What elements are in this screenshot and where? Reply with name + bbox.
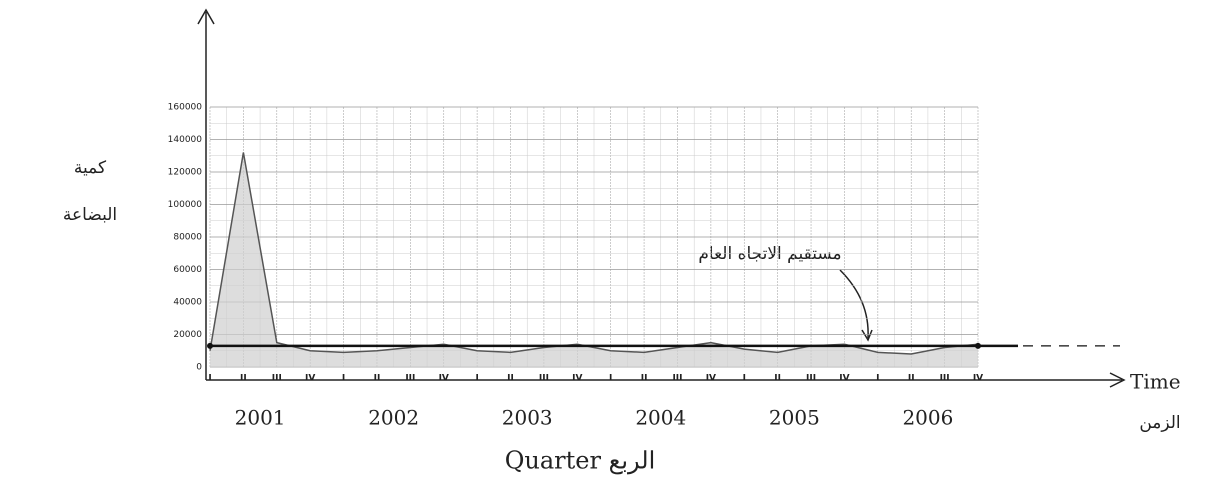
annotation: مستقيم الاتجاه العام: [698, 244, 841, 264]
year-label: 2002: [368, 406, 419, 430]
x-title: Quarter الربع: [505, 447, 656, 475]
annotation-arrowhead: [861, 329, 873, 342]
x-tick-label: II: [374, 374, 381, 384]
x-tick-label: II: [774, 374, 781, 384]
x-tick-label: IV: [973, 374, 983, 384]
x-label: Time: [1130, 370, 1181, 394]
x-tick-label: III: [405, 374, 415, 384]
y-tick-label: 60000: [173, 265, 202, 275]
y-label-line: البضاعة: [63, 205, 117, 225]
x-tick-label: IV: [706, 374, 716, 384]
y-label-line: كمية: [74, 158, 107, 178]
y-tick-label: 160000: [168, 103, 203, 113]
x-tick-label: I: [475, 374, 478, 384]
x-tick-label: I: [609, 374, 612, 384]
x-tick-label: III: [539, 374, 549, 384]
x-tick-label: IV: [572, 374, 582, 384]
x-tick-label: IV: [439, 374, 449, 384]
x-tick-label: II: [507, 374, 514, 384]
x-tick-label: II: [908, 374, 915, 384]
x-tick-label: I: [208, 374, 211, 384]
x-tick-label: III: [672, 374, 682, 384]
y-tick-label: 20000: [173, 330, 202, 340]
x-tick-label: I: [876, 374, 879, 384]
x-tick-label: I: [342, 374, 345, 384]
y-axis-arrow: [197, 8, 215, 25]
year-label: 2005: [769, 406, 820, 430]
x-tick-label: II: [641, 374, 648, 384]
x-tick-label: III: [272, 374, 282, 384]
trend-point: [207, 342, 213, 349]
y-tick-label: 80000: [173, 233, 202, 243]
year-label: 2001: [235, 406, 286, 430]
y-tick-label: 100000: [168, 200, 203, 210]
year-label: 2003: [502, 406, 553, 430]
x-label-ar: الزمن: [1139, 413, 1180, 433]
x-tick-label: II: [240, 374, 247, 384]
trend-point: [975, 342, 981, 349]
y-tick-label: 40000: [173, 298, 202, 308]
x-tick-label: I: [743, 374, 746, 384]
y-tick-label: 120000: [168, 168, 203, 178]
y-tick-label: 0: [196, 363, 202, 373]
y-tick-label: 140000: [168, 135, 203, 145]
x-tick-label: IV: [839, 374, 849, 384]
x-axis-arrow: [1109, 372, 1126, 388]
year-label: 2006: [902, 406, 953, 430]
year-label: 2004: [635, 406, 686, 430]
x-tick-label: III: [940, 374, 950, 384]
x-tick-label: III: [806, 374, 816, 384]
x-tick-label: IV: [305, 374, 315, 384]
